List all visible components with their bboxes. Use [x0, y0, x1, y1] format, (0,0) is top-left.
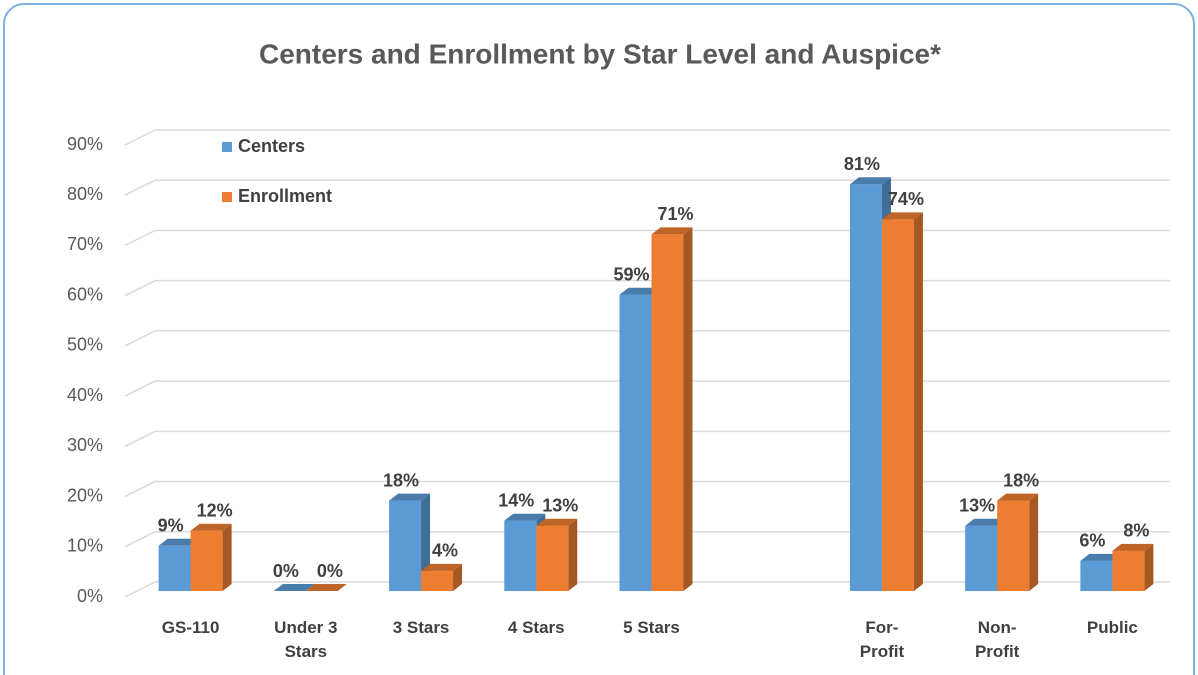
legend-label: Enrollment — [238, 186, 332, 206]
bar-side — [222, 523, 232, 591]
bar-top — [504, 513, 546, 521]
bar-top — [881, 212, 923, 220]
bar-top — [1080, 553, 1122, 561]
grid-line — [124, 581, 1170, 598]
bar-side — [453, 563, 463, 591]
y-tick-label: 60% — [67, 284, 103, 304]
data-label: 13% — [959, 495, 995, 515]
grid-line — [124, 279, 1170, 297]
bar-top — [305, 584, 347, 591]
data-label: 71% — [657, 204, 693, 224]
bar-side — [1144, 543, 1154, 591]
legend-label: Centers — [238, 136, 305, 156]
y-tick-label: 50% — [67, 335, 103, 355]
data-label: 9% — [158, 516, 184, 536]
grid-line — [124, 480, 1170, 498]
y-tick-label: 20% — [67, 485, 103, 505]
grid-line — [124, 380, 1170, 397]
y-tick-label: 10% — [67, 536, 103, 556]
x-tick-label: For-Profit — [859, 618, 905, 661]
bar — [849, 184, 882, 591]
bar — [881, 219, 914, 591]
grid-line — [124, 229, 1170, 247]
data-label: 18% — [383, 470, 419, 490]
y-tick-label: 90% — [67, 134, 103, 154]
bar-top — [651, 227, 693, 235]
grid-line — [124, 330, 1170, 347]
bar-side — [683, 227, 693, 591]
data-label: 12% — [197, 500, 233, 520]
bar-top — [389, 493, 431, 501]
data-label: 74% — [888, 189, 924, 209]
y-tick-label: 30% — [67, 435, 103, 455]
data-label: 13% — [542, 495, 578, 515]
y-tick-label: 80% — [67, 184, 103, 204]
bar — [1080, 560, 1113, 591]
grid-line — [124, 129, 1170, 146]
data-label: 14% — [498, 490, 534, 510]
bar-top — [158, 538, 200, 546]
x-tick-label: Public — [1086, 618, 1138, 637]
data-label: 4% — [432, 541, 458, 561]
bar — [504, 520, 537, 591]
bar — [1112, 550, 1145, 591]
bar-top — [619, 287, 661, 295]
legend-swatch — [222, 192, 232, 202]
y-tick-label: 40% — [67, 385, 103, 405]
bar-top — [536, 518, 578, 526]
grid-line — [124, 179, 1170, 196]
legend-swatch — [222, 142, 232, 152]
grid-line — [124, 531, 1170, 548]
bar-side — [913, 212, 923, 591]
bar-top — [421, 563, 463, 571]
bar — [965, 525, 998, 591]
bar-top — [1112, 543, 1154, 551]
bar-top — [965, 518, 1007, 526]
bar — [190, 530, 223, 591]
x-tick-label: 4 Stars — [507, 618, 565, 637]
data-label: 6% — [1079, 531, 1105, 551]
bar — [651, 234, 684, 591]
data-label: 0% — [273, 561, 299, 581]
x-tick-label: Non-Profit — [974, 618, 1020, 661]
bar — [536, 525, 569, 591]
bar-top — [190, 523, 232, 531]
bar — [997, 500, 1030, 591]
y-tick-label: 0% — [77, 586, 103, 606]
x-tick-label: 3 Stars — [392, 618, 450, 637]
bar — [158, 545, 191, 591]
x-tick-label: GS-110 — [161, 618, 220, 637]
bar-top — [997, 493, 1039, 501]
x-tick-label: 5 Stars — [623, 618, 680, 637]
bar-top — [273, 584, 315, 591]
data-label: 8% — [1123, 521, 1149, 541]
bar — [389, 500, 422, 591]
data-label: 18% — [1003, 470, 1039, 490]
bar-side — [1029, 493, 1039, 591]
grid-line — [124, 430, 1170, 448]
data-label: 59% — [613, 264, 649, 284]
x-tick-label: Under 3 Stars — [274, 618, 338, 661]
data-label: 81% — [844, 154, 880, 174]
bar-side — [568, 518, 578, 591]
bar — [421, 570, 454, 591]
y-tick-label: 70% — [67, 234, 103, 254]
chart-title: Centers and Enrollment by Star Level and… — [259, 38, 941, 69]
bar-top — [849, 177, 891, 185]
bar — [619, 294, 652, 591]
data-label: 0% — [317, 561, 343, 581]
